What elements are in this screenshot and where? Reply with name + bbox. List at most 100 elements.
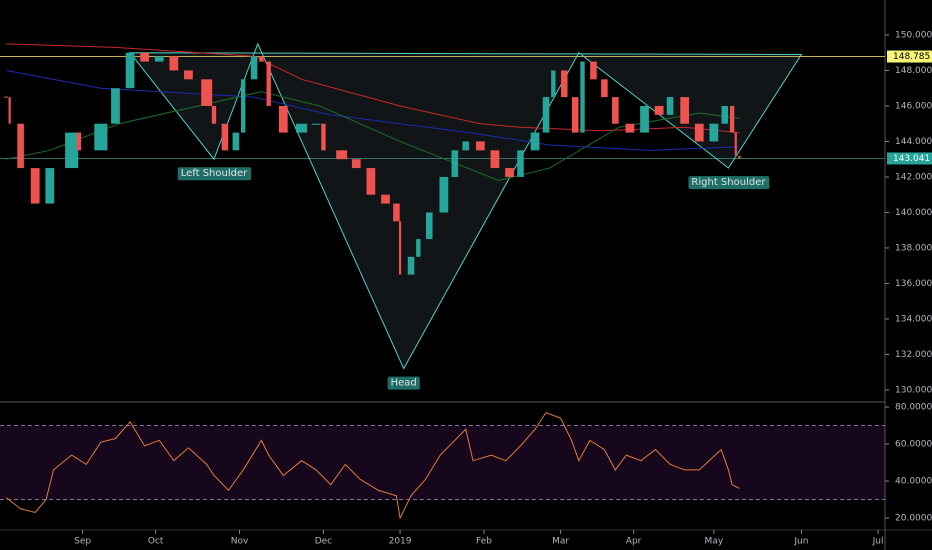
candle: [76, 132, 82, 151]
candle: [625, 123, 635, 133]
candle: [140, 52, 150, 62]
pattern-label-text: Left Shoulder: [181, 168, 248, 179]
pattern-label-text: Head: [391, 378, 417, 389]
candle: [65, 132, 79, 169]
rsi-tick-label: 40.0000: [895, 477, 932, 487]
pattern-label-box: [177, 167, 252, 181]
x-tick-label: Jul: [872, 537, 884, 547]
y-tick-label: 148.000: [895, 66, 932, 76]
candle: [560, 70, 568, 98]
candle: [680, 97, 690, 124]
candle: [462, 141, 470, 151]
candle: [336, 150, 348, 160]
candle: [721, 105, 729, 124]
y-tick-label: 132.000: [895, 350, 932, 360]
candle: [517, 150, 524, 177]
candle: [571, 97, 579, 133]
x-tick-label: Sep: [74, 537, 91, 547]
price-line-box: [887, 50, 932, 63]
pattern-label-box: [387, 376, 420, 390]
candle: [398, 221, 402, 275]
x-tick-label: Jun: [793, 537, 808, 547]
candle: [425, 212, 433, 240]
candle: [666, 97, 674, 115]
pattern-label-text: Right Shoulder: [691, 177, 766, 188]
candle: [738, 155, 741, 159]
candle: [734, 132, 737, 156]
y-tick-label: 140.000: [895, 208, 932, 218]
candle: [490, 150, 500, 169]
pattern-label: Right Shoulder: [688, 176, 770, 190]
pattern-label: Left Shoulder: [177, 167, 252, 181]
candle: [296, 123, 308, 133]
candle: [551, 70, 556, 98]
candle: [366, 168, 376, 195]
y-tick-label: 130.000: [895, 385, 932, 395]
candle: [542, 97, 550, 133]
candle: [250, 56, 258, 80]
y-tick-label: 136.000: [895, 279, 932, 289]
candle: [259, 56, 264, 62]
candle: [393, 203, 400, 222]
candle: [580, 61, 585, 133]
price-line-label: 148.785: [893, 52, 930, 62]
candle: [184, 70, 193, 80]
candle: [45, 168, 55, 204]
x-tick-label: Dec: [315, 537, 332, 547]
candle: [640, 105, 649, 133]
candle: [601, 79, 608, 98]
candle: [505, 168, 514, 177]
candle: [125, 52, 135, 89]
candle: [590, 61, 597, 80]
moving-average: [5, 69, 740, 151]
candle: [266, 61, 271, 106]
candle: [439, 176, 449, 213]
candle: [30, 168, 40, 204]
y-tick-label: 150.000: [895, 30, 932, 40]
candle: [154, 56, 164, 62]
price-line-box: [887, 152, 932, 165]
candle: [654, 105, 664, 115]
candle: [729, 105, 735, 133]
candle: [17, 123, 24, 169]
x-tick-label: Mar: [552, 537, 569, 547]
candle: [169, 56, 179, 71]
candle: [211, 105, 217, 124]
candle: [694, 123, 704, 142]
rsi-tick-label: 80.0000: [895, 403, 932, 413]
x-tick-label: Oct: [148, 537, 164, 547]
y-tick-label: 134.000: [895, 314, 932, 324]
candle: [381, 194, 390, 204]
rsi-band: [0, 425, 885, 500]
x-tick-label: Feb: [476, 537, 492, 547]
candle: [351, 159, 361, 169]
candle: [612, 97, 619, 124]
y-tick-label: 142.000: [895, 172, 932, 182]
candle: [407, 256, 415, 275]
candle: [475, 141, 485, 151]
x-tick-label: 2019: [389, 537, 412, 547]
head-shoulders-pattern: [129, 42, 803, 370]
candle: [111, 88, 120, 124]
candle: [201, 79, 213, 106]
x-tick-label: Apr: [626, 537, 642, 547]
candle: [451, 150, 459, 177]
candle: [709, 123, 719, 142]
rsi-line: [5, 412, 740, 520]
candle: [530, 132, 540, 151]
price-line-label: 143.041: [893, 154, 930, 164]
x-tick-label: May: [705, 537, 724, 547]
candle: [232, 132, 240, 151]
rsi-tick-label: 20.0000: [895, 513, 932, 523]
y-tick-label: 138.000: [895, 243, 932, 253]
rsi-tick-label: 60.0000: [895, 440, 932, 450]
pattern-label: Head: [387, 376, 420, 390]
y-tick-label: 146.000: [895, 101, 932, 111]
candle: [311, 123, 321, 125]
candle: [94, 123, 108, 151]
y-tick-label: 144.000: [895, 137, 932, 147]
pattern-label-box: [688, 176, 770, 190]
candle: [416, 239, 421, 257]
x-tick-label: Nov: [231, 537, 249, 547]
